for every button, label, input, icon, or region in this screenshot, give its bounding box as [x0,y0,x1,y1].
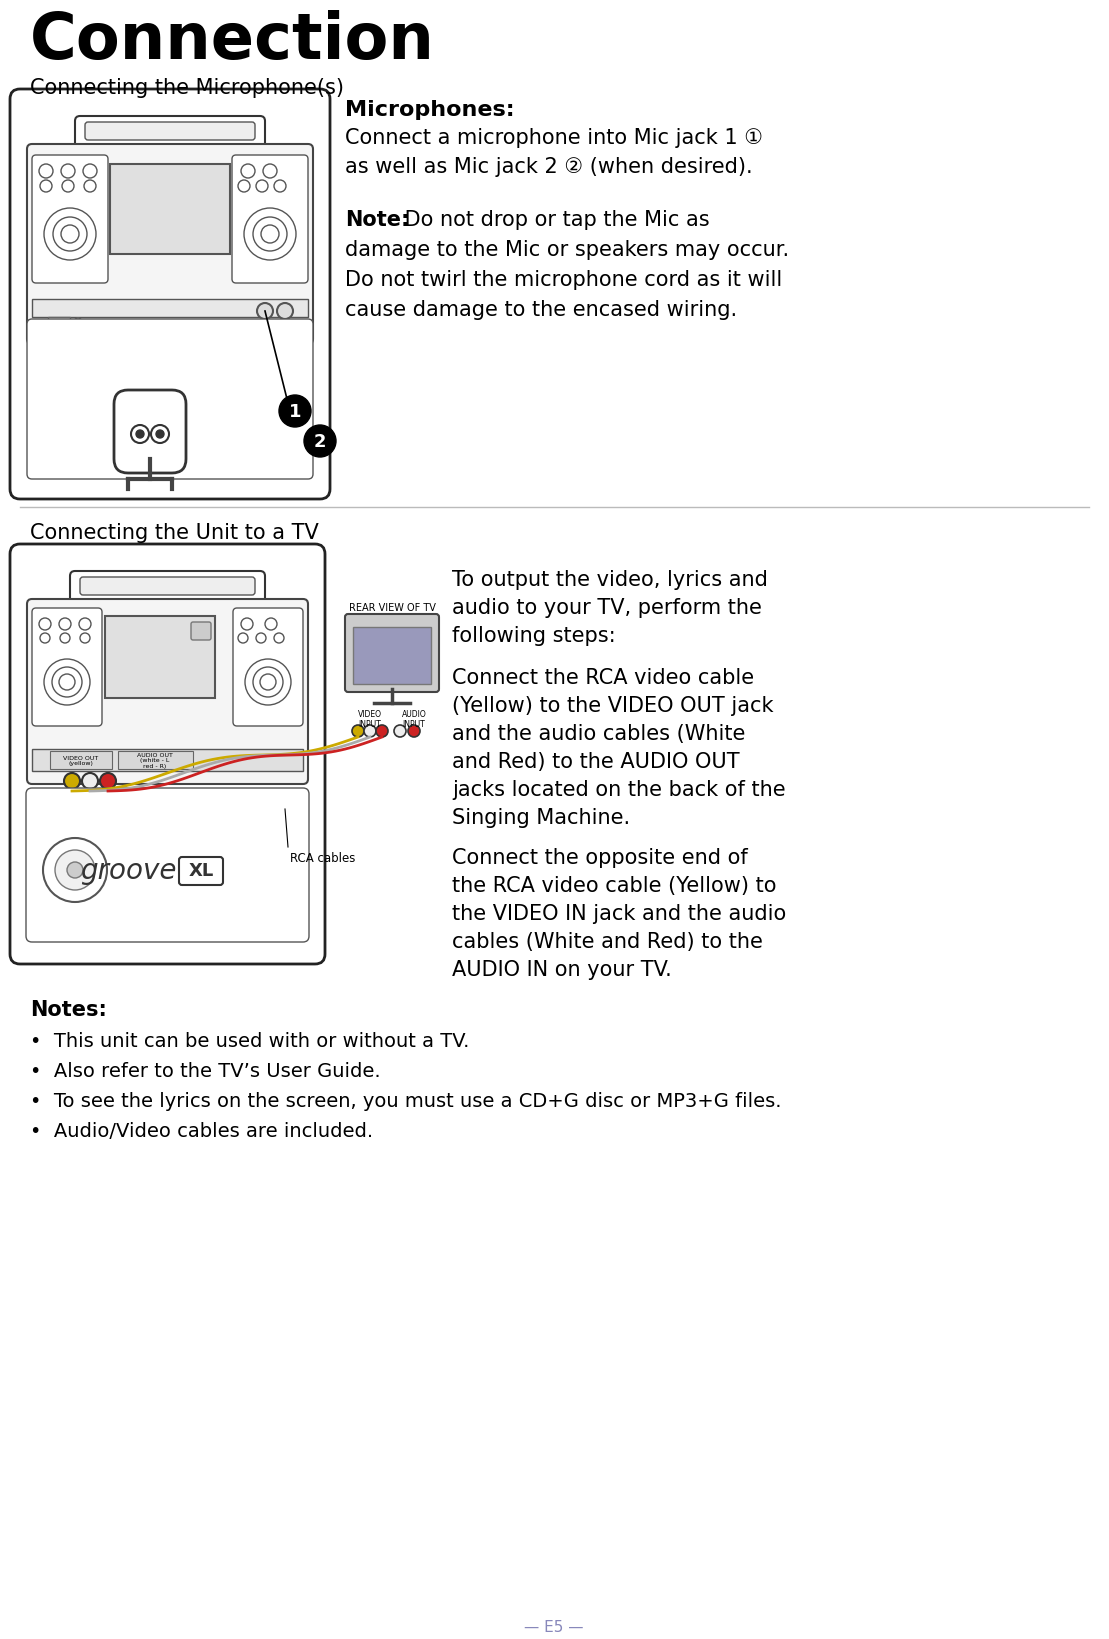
FancyBboxPatch shape [345,615,439,693]
Bar [32,749,303,772]
Text: and the audio cables (White: and the audio cables (White [452,723,745,744]
Text: as well as Mic jack 2 ② (when desired).: as well as Mic jack 2 ② (when desired). [345,157,753,177]
Circle shape [156,431,164,439]
Text: the RCA video cable (Yellow) to: the RCA video cable (Yellow) to [452,875,776,895]
FancyBboxPatch shape [10,544,325,964]
Text: XL: XL [189,862,214,880]
Bar [105,616,215,698]
Circle shape [376,726,388,738]
Circle shape [352,726,364,738]
Text: Connect the opposite end of: Connect the opposite end of [452,847,747,867]
Circle shape [136,431,144,439]
FancyBboxPatch shape [232,156,308,284]
Text: cables (White and Red) to the: cables (White and Red) to the [452,931,763,951]
Text: •  To see the lyrics on the screen, you must use a CD+G disc or MP3+G files.: • To see the lyrics on the screen, you m… [30,1092,782,1110]
Bar [110,166,230,254]
FancyBboxPatch shape [32,156,108,284]
Text: To output the video, lyrics and: To output the video, lyrics and [452,570,767,590]
FancyBboxPatch shape [10,90,330,500]
Text: Do not twirl the microphone cord as it will: Do not twirl the microphone cord as it w… [345,270,782,290]
Text: AUDIO
INPUT: AUDIO INPUT [401,710,426,729]
Circle shape [151,426,169,444]
Text: Singing Machine.: Singing Machine. [452,808,630,828]
FancyBboxPatch shape [233,608,303,726]
Text: AUDIO IN on your TV.: AUDIO IN on your TV. [452,959,672,980]
FancyBboxPatch shape [114,390,186,474]
Text: REAR VIEW OF TV: REAR VIEW OF TV [348,603,436,613]
Text: VIDEO
INPUT: VIDEO INPUT [358,710,381,729]
Text: the VIDEO IN jack and the audio: the VIDEO IN jack and the audio [452,903,786,923]
FancyBboxPatch shape [179,857,223,885]
Bar [118,752,193,770]
Text: audio to your TV, perform the: audio to your TV, perform the [452,598,762,618]
Circle shape [394,726,406,738]
Text: VIDEO OUT
(yellow): VIDEO OUT (yellow) [63,756,99,765]
Circle shape [277,303,293,320]
Circle shape [100,774,116,790]
Text: Connect the RCA video cable: Connect the RCA video cable [452,667,754,688]
Text: Microphones:: Microphones: [345,100,515,120]
Circle shape [279,395,311,428]
Text: cause damage to the encased wiring.: cause damage to the encased wiring. [345,300,737,320]
Circle shape [131,426,149,444]
Text: following steps:: following steps: [452,626,615,646]
Text: (Yellow) to the VIDEO OUT jack: (Yellow) to the VIDEO OUT jack [452,695,773,716]
Text: •  This unit can be used with or without a TV.: • This unit can be used with or without … [30,1031,469,1051]
FancyBboxPatch shape [85,123,255,141]
Text: •  Audio/Video cables are included.: • Audio/Video cables are included. [30,1121,373,1141]
Text: — E5 —: — E5 — [525,1619,583,1634]
Circle shape [74,320,82,326]
Bar [32,300,308,318]
Bar [48,318,70,328]
Text: •  Also refer to the TV’s User Guide.: • Also refer to the TV’s User Guide. [30,1062,380,1080]
Text: Connection: Connection [30,10,435,72]
FancyBboxPatch shape [75,116,265,149]
Text: Connecting the Microphone(s): Connecting the Microphone(s) [30,79,344,98]
Circle shape [408,726,420,738]
Circle shape [64,774,80,790]
FancyBboxPatch shape [27,600,308,785]
FancyBboxPatch shape [27,144,313,344]
FancyBboxPatch shape [70,572,265,603]
Text: Notes:: Notes: [30,1000,106,1019]
FancyBboxPatch shape [191,623,211,641]
Bar [353,628,431,685]
Bar [50,752,112,770]
Text: 1: 1 [288,403,302,421]
Text: AUDIO OUT
(white - L
red - R): AUDIO OUT (white - L red - R) [138,752,173,769]
FancyBboxPatch shape [27,320,313,480]
Circle shape [43,839,106,903]
Text: damage to the Mic or speakers may occur.: damage to the Mic or speakers may occur. [345,239,790,261]
Circle shape [257,303,273,320]
Text: Connect a microphone into Mic jack 1 ①: Connect a microphone into Mic jack 1 ① [345,128,763,148]
Circle shape [304,426,336,457]
Text: groove: groove [81,857,177,885]
Text: Note:: Note: [345,210,409,229]
Text: RCA cables: RCA cables [289,852,355,864]
Circle shape [55,851,95,890]
Circle shape [364,726,376,738]
FancyBboxPatch shape [26,788,309,942]
Text: jacks located on the back of the: jacks located on the back of the [452,780,785,800]
Circle shape [82,774,98,790]
FancyBboxPatch shape [32,608,102,726]
Text: and Red) to the AUDIO OUT: and Red) to the AUDIO OUT [452,752,740,772]
Text: Do not drop or tap the Mic as: Do not drop or tap the Mic as [398,210,710,229]
Text: Connecting the Unit to a TV: Connecting the Unit to a TV [30,523,318,543]
Circle shape [67,862,83,879]
Text: 2: 2 [314,433,326,451]
FancyBboxPatch shape [80,577,255,595]
